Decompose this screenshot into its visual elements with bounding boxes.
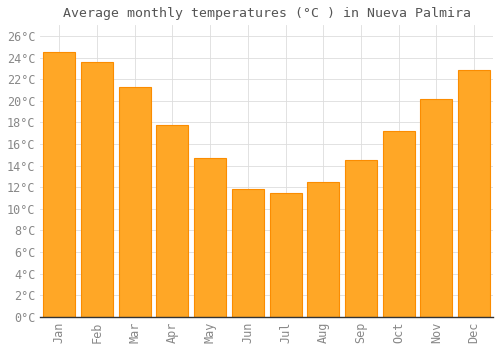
Title: Average monthly temperatures (°C ) in Nueva Palmira: Average monthly temperatures (°C ) in Nu… [62, 7, 470, 20]
Bar [194, 158, 226, 317]
Bar [232, 189, 264, 317]
Bar [345, 160, 377, 317]
Bar [307, 182, 340, 317]
Bar [43, 52, 75, 317]
Bar [270, 193, 302, 317]
Bar [81, 62, 113, 317]
Bar [382, 131, 415, 317]
Bar [156, 125, 188, 317]
Bar [420, 99, 452, 317]
Bar [118, 87, 150, 317]
Bar [458, 70, 490, 317]
